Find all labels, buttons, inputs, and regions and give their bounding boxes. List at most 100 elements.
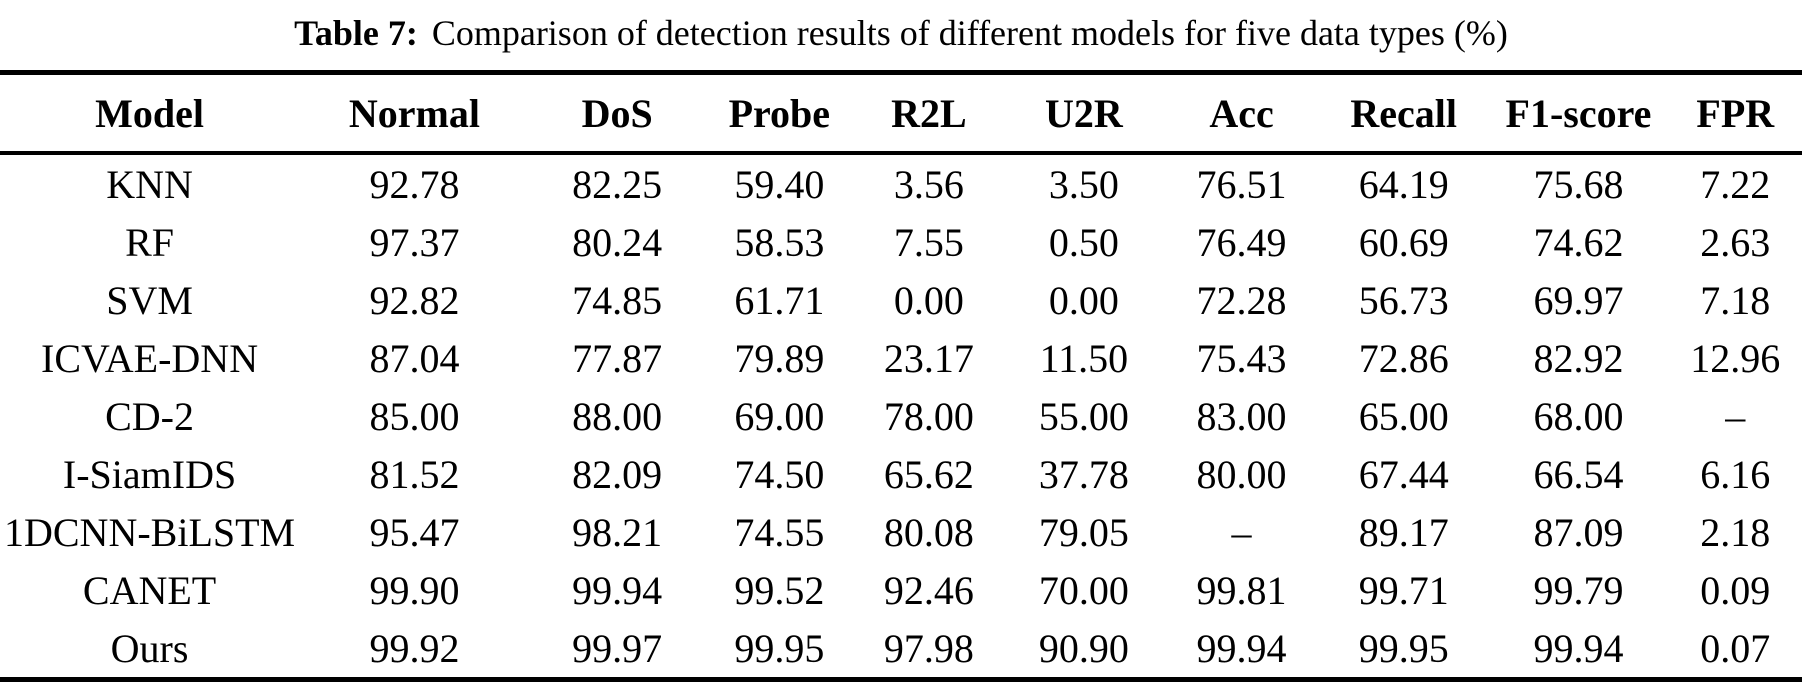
value-cell: 65.62: [883, 451, 974, 497]
value-cell: 97.37: [369, 219, 460, 265]
value-cell: 89.17: [1358, 509, 1449, 555]
value-cell: 78.00: [883, 393, 974, 439]
value-cell: 0.07: [1700, 625, 1771, 671]
value-cell: 6.16: [1700, 451, 1771, 497]
value-cell: 99.52: [734, 567, 825, 613]
table-header: Model Normal DoS Probe R2L U2R Acc Recall F1-sco…: [0, 72, 1802, 155]
value-cell: 0.09: [1700, 567, 1771, 613]
value-cell: 0.00: [893, 277, 964, 323]
table-row: RF 97.37 80.24 58.53 7.55 0.50 76.49 60.69 74.62…: [0, 213, 1802, 271]
value-cell: 67.44: [1358, 451, 1449, 497]
value-cell: 74.55: [734, 509, 825, 555]
value-cell: 7.55: [893, 219, 964, 265]
model-name-cell: KNN: [106, 161, 193, 207]
table-row: CD-2 85.00 88.00 69.00 78.00 55.00 83.00 65.00 6…: [0, 387, 1802, 445]
table-row: I-SiamIDS 81.52 82.09 74.50 65.62 37.78 80.00 6…: [0, 445, 1802, 503]
value-cell: 98.21: [572, 509, 663, 555]
value-cell: 7.22: [1700, 161, 1771, 207]
value-cell: 66.54: [1533, 451, 1624, 497]
column-header-acc: Acc: [1164, 72, 1320, 155]
value-cell: 12.96: [1690, 335, 1781, 381]
table-body: KNN 92.78 82.25 59.40 3.56 3.50 76.51 64.19 75.6…: [0, 153, 1802, 680]
column-header-r2l: R2L: [854, 72, 1004, 155]
column-header-fpr: FPR: [1668, 72, 1802, 155]
table-row: ICVAE-DNN 87.04 77.87 79.89 23.17 11.50 75.43 7…: [0, 329, 1802, 387]
value-cell: 23.17: [883, 335, 974, 381]
value-cell: 3.50: [1048, 161, 1119, 207]
value-cell: 92.78: [369, 161, 460, 207]
model-name-cell: Ours: [110, 625, 189, 671]
column-header-normal: Normal: [299, 72, 530, 155]
value-cell: –: [1231, 509, 1252, 555]
model-name-cell: CD-2: [105, 393, 194, 439]
column-header-model: Model: [0, 72, 300, 155]
model-name-cell: I-SiamIDS: [62, 451, 237, 497]
table-caption-label: Table 7:: [294, 13, 418, 53]
value-cell: 7.18: [1700, 277, 1771, 323]
column-header-f1-score: F1-score: [1488, 72, 1669, 155]
value-cell: 99.81: [1196, 567, 1287, 613]
column-header-recall: Recall: [1319, 72, 1489, 155]
table-caption: Table 7: Comparison of detection results …: [0, 10, 1802, 56]
value-cell: 60.69: [1358, 219, 1449, 265]
value-cell: 87.09: [1533, 509, 1624, 555]
value-cell: 11.50: [1039, 335, 1129, 381]
value-cell: 99.94: [1533, 625, 1624, 671]
model-name-cell: 1DCNN-BiLSTM: [3, 509, 296, 555]
value-cell: 99.79: [1533, 567, 1624, 613]
model-name-cell: SVM: [106, 277, 193, 323]
value-cell: 61.71: [734, 277, 825, 323]
value-cell: 90.90: [1038, 625, 1129, 671]
value-cell: 99.92: [369, 625, 460, 671]
value-cell: 97.98: [883, 625, 974, 671]
column-header-probe: Probe: [704, 72, 855, 155]
table-row: KNN 92.78 82.25 59.40 3.56 3.50 76.51 64.19 75.6…: [0, 153, 1802, 213]
value-cell: 92.46: [883, 567, 974, 613]
table-row: SVM 92.82 74.85 61.71 0.00 0.00 72.28 56.73 69.9…: [0, 271, 1802, 329]
model-name-cell: CANET: [82, 567, 217, 613]
value-cell: 72.28: [1196, 277, 1287, 323]
value-cell: 37.78: [1038, 451, 1129, 497]
value-cell: 85.00: [369, 393, 460, 439]
value-cell: 99.95: [734, 625, 825, 671]
value-cell: 99.97: [572, 625, 663, 671]
value-cell: 58.53: [734, 219, 825, 265]
column-header-u2r: U2R: [1003, 72, 1165, 155]
value-cell: 99.90: [369, 567, 460, 613]
table-row: CANET 99.90 99.94 99.52 92.46 70.00 99.81 99.71…: [0, 561, 1802, 619]
value-cell: 69.97: [1533, 277, 1624, 323]
value-cell: 80.24: [572, 219, 663, 265]
value-cell: 99.95: [1358, 625, 1449, 671]
model-name-cell: RF: [125, 219, 175, 265]
value-cell: 70.00: [1038, 567, 1129, 613]
value-cell: 72.86: [1358, 335, 1449, 381]
table-row: 1DCNN-BiLSTM 95.47 98.21 74.55 80.08 79.05 – 89…: [0, 503, 1802, 561]
value-cell: 92.82: [369, 277, 460, 323]
value-cell: 83.00: [1196, 393, 1287, 439]
value-cell: 88.00: [572, 393, 663, 439]
value-cell: 3.56: [893, 161, 964, 207]
value-cell: 74.85: [572, 277, 663, 323]
value-cell: 75.68: [1533, 161, 1624, 207]
value-cell: 82.09: [572, 451, 663, 497]
value-cell: 0.50: [1048, 219, 1119, 265]
column-header-dos: DoS: [529, 72, 705, 155]
value-cell: 81.52: [369, 451, 460, 497]
value-cell: 82.92: [1533, 335, 1624, 381]
model-name-cell: ICVAE-DNN: [41, 335, 259, 381]
value-cell: 74.62: [1533, 219, 1624, 265]
value-cell: 77.87: [572, 335, 663, 381]
value-cell: –: [1725, 393, 1746, 439]
value-cell: 76.49: [1196, 219, 1287, 265]
value-cell: 79.89: [734, 335, 825, 381]
value-cell: 82.25: [572, 161, 663, 207]
value-cell: 80.08: [883, 509, 974, 555]
value-cell: 74.50: [734, 451, 825, 497]
value-cell: 87.04: [369, 335, 460, 381]
value-cell: 69.00: [734, 393, 825, 439]
table-caption-text: Comparison of detection results of diffe…: [431, 13, 1508, 53]
value-cell: 0.00: [1048, 277, 1119, 323]
value-cell: 95.47: [369, 509, 460, 555]
value-cell: 2.18: [1700, 509, 1771, 555]
value-cell: 64.19: [1358, 161, 1449, 207]
